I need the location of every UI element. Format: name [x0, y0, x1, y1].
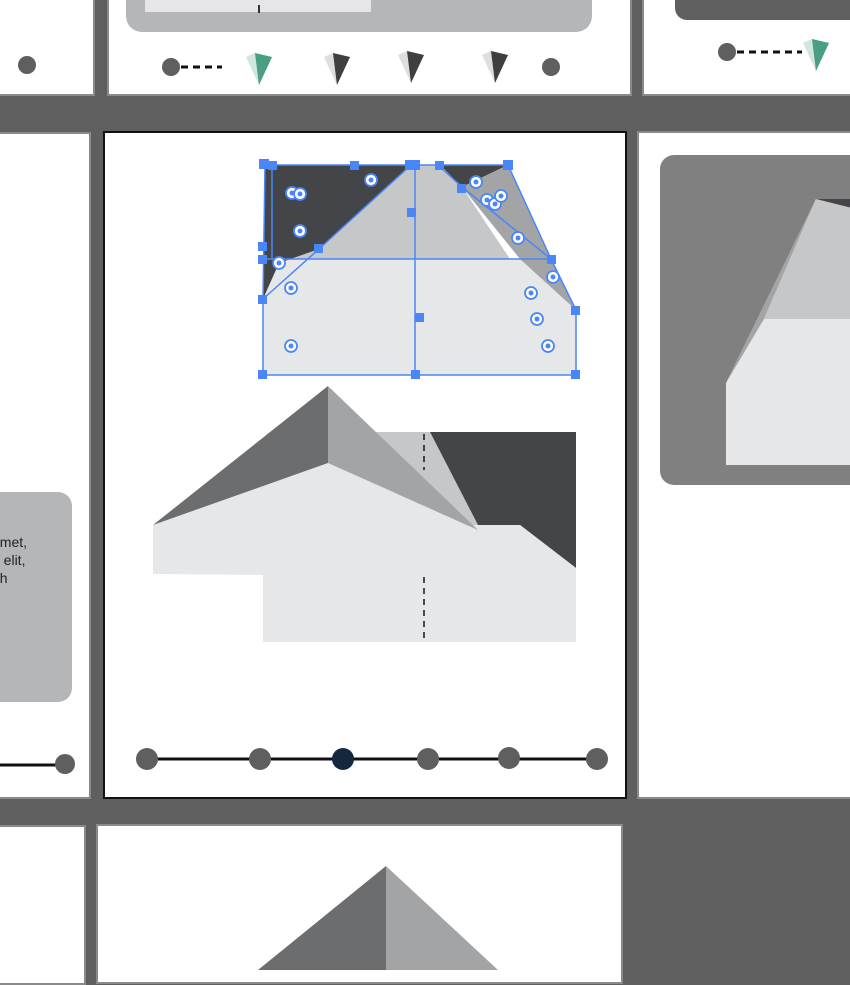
storyboard-frame-bottom-left[interactable] [0, 825, 86, 985]
timeline-node[interactable] [718, 43, 736, 61]
storyboard-frame-active[interactable] [103, 131, 627, 799]
roof-peak-preview [258, 866, 498, 970]
selection-handles[interactable] [258, 159, 580, 379]
timeline-node[interactable] [55, 754, 75, 774]
timeline-node-4[interactable] [417, 748, 439, 770]
timeline-node-2[interactable] [249, 748, 271, 770]
timeline-node-3-active[interactable] [332, 748, 354, 770]
text-line: g elit, [3, 552, 26, 568]
house-wing-wall [153, 463, 478, 575]
tick-mark [258, 5, 260, 13]
house-side-wall [478, 525, 576, 642]
timeline-row [0, 754, 75, 774]
timeline-row [136, 747, 608, 770]
timeline-row [162, 51, 560, 85]
diamond-icon-gray[interactable] [482, 51, 508, 83]
content-panel [675, 0, 850, 20]
roof-light-shape[interactable] [285, 165, 510, 259]
timeline-node-5[interactable] [498, 747, 520, 769]
storyboard-frame-bottom-center[interactable] [96, 824, 623, 984]
house-wing-roof-light [328, 386, 478, 530]
wall-left-shape[interactable] [263, 259, 415, 375]
text-card: amet, g elit, oh [0, 492, 72, 702]
content-panel [126, 0, 592, 32]
image-panel [660, 155, 850, 485]
selection-outline [262, 164, 577, 376]
text-line: amet, [0, 534, 28, 550]
house-roof-dark [430, 432, 576, 568]
timeline-row [718, 39, 829, 71]
house-illustration[interactable] [103, 131, 627, 799]
house-wing-roof-dark [153, 386, 328, 525]
storyboard-frame-top-right[interactable] [642, 0, 850, 96]
timeline-node[interactable] [542, 58, 560, 76]
diamond-icon-gray[interactable] [398, 51, 424, 83]
diamond-icon-teal[interactable] [803, 39, 829, 71]
storyboard-frame-top-left[interactable] [0, 0, 95, 96]
timeline-node-6[interactable] [586, 748, 608, 770]
diamond-icon-gray[interactable] [324, 53, 350, 85]
house-3d-group[interactable] [153, 386, 576, 642]
storyboard-frame-right[interactable] [637, 131, 850, 799]
house-roof-preview [726, 199, 850, 465]
text-line: oh [0, 570, 8, 586]
anchor-points[interactable] [272, 173, 560, 353]
timeline-node-1[interactable] [136, 748, 158, 770]
timeline-node[interactable] [18, 56, 36, 74]
storyboard-frame-left[interactable]: amet, g elit, oh [0, 132, 91, 799]
timeline-node[interactable] [162, 58, 180, 76]
diamond-icon-teal[interactable] [246, 53, 272, 85]
storyboard-frame-top-center[interactable] [107, 0, 632, 96]
